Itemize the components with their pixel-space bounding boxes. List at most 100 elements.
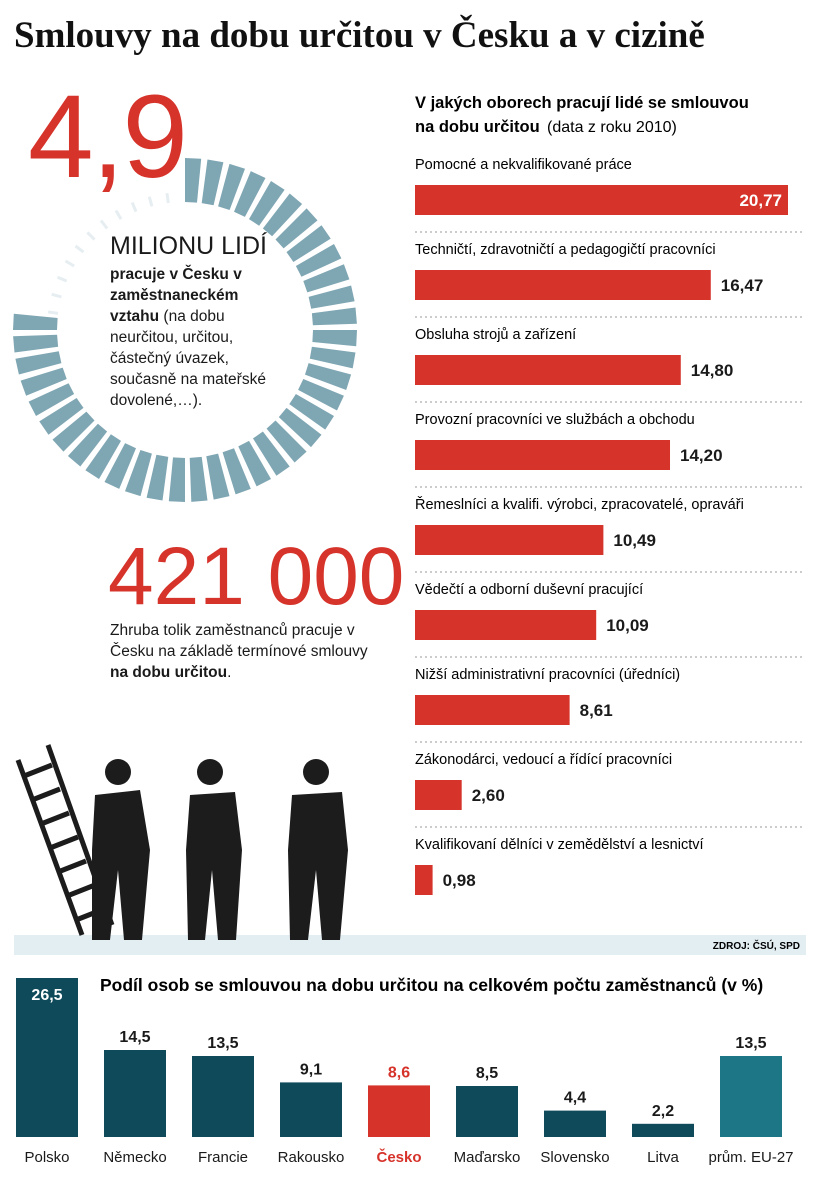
value-label: 2,2 [652, 1103, 674, 1120]
bar [456, 1086, 518, 1137]
ring-segment [13, 334, 59, 353]
bar [544, 1110, 606, 1137]
bold-text: na dobu určitou [110, 664, 228, 681]
bar [280, 1082, 342, 1137]
value-label: 2,60 [472, 786, 505, 805]
value-label: 4,4 [564, 1090, 586, 1107]
bar [415, 440, 671, 470]
ring-segment [28, 383, 75, 416]
value-label: 0,98 [443, 871, 476, 890]
value-label: 8,6 [388, 1064, 410, 1081]
category-label: Řemeslníci a kvalifi. výrobci, zpracovat… [415, 496, 744, 513]
category-label: Polsko [24, 1149, 69, 1166]
bar [368, 1085, 430, 1137]
value-label: 20,77 [739, 191, 782, 210]
bar [632, 1123, 694, 1137]
ring-segment [305, 363, 352, 390]
ring-segment [298, 379, 344, 411]
text: (na dobu neurčitou, určitou, částečný úv… [110, 308, 266, 409]
category-label: prům. EU-27 [708, 1149, 793, 1166]
category-label: Slovensko [540, 1149, 609, 1166]
ring-segment [13, 313, 58, 330]
bar [16, 978, 78, 1137]
category-label: Maďarsko [454, 1149, 521, 1166]
category-label: Francie [198, 1149, 248, 1166]
ring-segment [275, 208, 318, 249]
title-line: na dobu určitou [415, 118, 540, 136]
ring-segment [266, 420, 307, 463]
ring-segment [295, 244, 342, 277]
category-label: Zákonodárci, vedoucí a řídící pracovníci [415, 752, 672, 768]
title-line: V jakých oborech pracují lidé se smlouvo… [415, 94, 749, 112]
ring-segment [311, 307, 357, 326]
value-label: 13,5 [207, 1035, 238, 1052]
category-label: Kvalifikovaní dělníci v zemědělství a le… [415, 837, 704, 853]
chart-subtitle: (data z roku 2010) [547, 119, 677, 136]
source: ZDROJ: ČSÚ, SPD [713, 939, 800, 952]
ring-segment [206, 453, 230, 500]
ring-tick [74, 244, 85, 254]
unit: MILIONU LIDÍ [110, 232, 267, 260]
ring-segment [253, 431, 290, 476]
bar [415, 695, 570, 725]
value-label: 26,5 [31, 987, 62, 1004]
value-label: 10,49 [613, 531, 656, 550]
ring-segment [249, 181, 285, 226]
ring-segment [146, 454, 169, 501]
ring-segment [20, 367, 67, 396]
source-strip [14, 935, 806, 955]
ring-segment [262, 193, 303, 237]
category-label: Česko [376, 1148, 421, 1166]
chart-title: V jakých oborech pracují lidé se smlouvo… [415, 94, 749, 136]
ring-tick [147, 196, 154, 207]
value-label: 10,09 [606, 616, 649, 635]
bar [192, 1056, 254, 1137]
category-label: Pomocné a nekvalifikované práce [415, 157, 632, 173]
bar [415, 355, 681, 385]
ring-segment [309, 346, 356, 369]
bar [415, 525, 604, 555]
ring-segment [286, 225, 331, 262]
category-label: Techničtí, zdravotničtí a pedagogičtí pr… [415, 242, 716, 258]
ring-segment [52, 411, 95, 452]
category-label: Nižší administrativní pracovníci (úřední… [415, 667, 680, 683]
bar [415, 865, 433, 895]
category-label: Obsluha strojů a zařízení [415, 327, 576, 343]
ring-segment [185, 158, 202, 203]
description: pracuje v Česku v zaměstnaneckém vztahu … [110, 264, 280, 411]
value-label: 9,1 [300, 1061, 322, 1078]
ring [13, 158, 357, 502]
value-label: 14,80 [691, 361, 734, 380]
text: . [227, 664, 232, 681]
ring-segment [125, 450, 152, 497]
ring-segment [104, 443, 136, 489]
ring-tick [48, 310, 59, 315]
ring-segment [189, 456, 208, 502]
ring-tick [86, 231, 96, 241]
value-label: 8,5 [476, 1065, 498, 1082]
ring-segment [15, 351, 62, 375]
value-label: 8,61 [580, 701, 613, 720]
category-label: Litva [647, 1149, 679, 1166]
ring-segment [85, 434, 121, 479]
ring-segment [308, 285, 355, 309]
category-label: Německo [103, 1149, 166, 1166]
value-label: 16,47 [721, 276, 764, 295]
bold-text: pracuje v Česku v zaměstnaneckém vztahu [110, 266, 242, 325]
value-label: 13,5 [735, 1035, 766, 1052]
bar [415, 610, 597, 640]
ring-tick [99, 219, 109, 230]
text: Zhruba tolik zaměstnanců pracuje v Česku… [110, 622, 368, 660]
bar [720, 1056, 782, 1137]
bar [415, 270, 711, 300]
category-label: Vědečtí a odborní duševní pracující [415, 582, 643, 598]
value-label: 14,20 [680, 446, 723, 465]
description: Zhruba tolik zaměstnanců pracuje v Česku… [110, 620, 375, 683]
ring-tick [130, 201, 138, 213]
ring-tick [64, 259, 75, 268]
bar [415, 185, 788, 215]
ring-segment [289, 394, 334, 430]
ring-tick [51, 292, 62, 299]
bar [415, 780, 462, 810]
